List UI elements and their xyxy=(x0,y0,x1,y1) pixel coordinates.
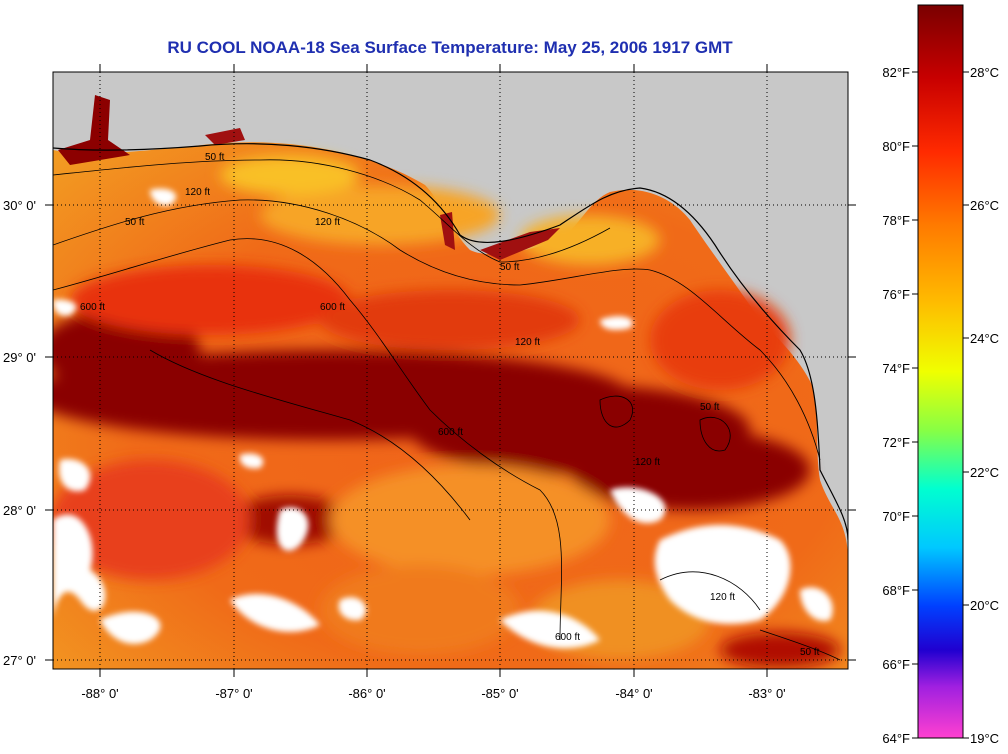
cb-c-label: 19°C xyxy=(970,731,999,746)
cb-f-label: 80°F xyxy=(882,139,910,154)
colorbar-fahrenheit-labels: 82°F 80°F 78°F 76°F 74°F 72°F 70°F 68°F … xyxy=(882,65,910,746)
cb-f-label: 76°F xyxy=(882,287,910,302)
cb-f-label: 66°F xyxy=(882,657,910,672)
cb-f-label: 78°F xyxy=(882,213,910,228)
contour-label: 600 ft xyxy=(320,302,345,313)
cb-c-label: 20°C xyxy=(970,598,999,613)
cb-f-label: 70°F xyxy=(882,509,910,524)
contour-label: 50 ft xyxy=(500,262,520,273)
lon-label: -85° 0' xyxy=(481,686,518,701)
cb-f-label: 72°F xyxy=(882,435,910,450)
contour-label: 600 ft xyxy=(80,302,105,313)
contour-label: 600 ft xyxy=(438,427,463,438)
lon-label: -83° 0' xyxy=(748,686,785,701)
lat-label: 30° 0' xyxy=(3,198,36,213)
lat-label: 27° 0' xyxy=(3,653,36,668)
lon-label: -86° 0' xyxy=(348,686,385,701)
lon-label: -88° 0' xyxy=(81,686,118,701)
cb-f-label: 68°F xyxy=(882,583,910,598)
contour-label: 600 ft xyxy=(555,632,580,643)
cb-f-label: 74°F xyxy=(882,361,910,376)
cb-c-label: 26°C xyxy=(970,198,999,213)
lat-label: 28° 0' xyxy=(3,503,36,518)
colorbar-celsius-labels: 28°C 26°C 24°C 22°C 20°C 19°C xyxy=(970,65,999,746)
contour-label: 50 ft xyxy=(125,217,145,228)
latitude-labels: 30° 0' 29° 0' 28° 0' 27° 0' xyxy=(3,198,36,668)
cb-c-label: 28°C xyxy=(970,65,999,80)
contour-label: 50 ft xyxy=(800,647,820,658)
contour-label: 120 ft xyxy=(315,217,340,228)
lat-label: 29° 0' xyxy=(3,350,36,365)
lon-label: -84° 0' xyxy=(615,686,652,701)
sst-map: 50 ft 120 ft 50 ft 120 ft 600 ft 50 ft 1… xyxy=(0,0,1008,754)
contour-label: 50 ft xyxy=(205,152,225,163)
contour-label: 120 ft xyxy=(515,337,540,348)
contour-label: 50 ft xyxy=(700,402,720,413)
colorbar xyxy=(918,5,963,738)
lon-label: -87° 0' xyxy=(215,686,252,701)
contour-label: 120 ft xyxy=(185,187,210,198)
cb-f-label: 82°F xyxy=(882,65,910,80)
cb-c-label: 22°C xyxy=(970,465,999,480)
contour-label: 120 ft xyxy=(635,457,660,468)
contour-label: 120 ft xyxy=(710,592,735,603)
cb-c-label: 24°C xyxy=(970,331,999,346)
longitude-labels: -88° 0' -87° 0' -86° 0' -85° 0' -84° 0' … xyxy=(81,686,785,701)
cb-f-label: 64°F xyxy=(882,731,910,746)
